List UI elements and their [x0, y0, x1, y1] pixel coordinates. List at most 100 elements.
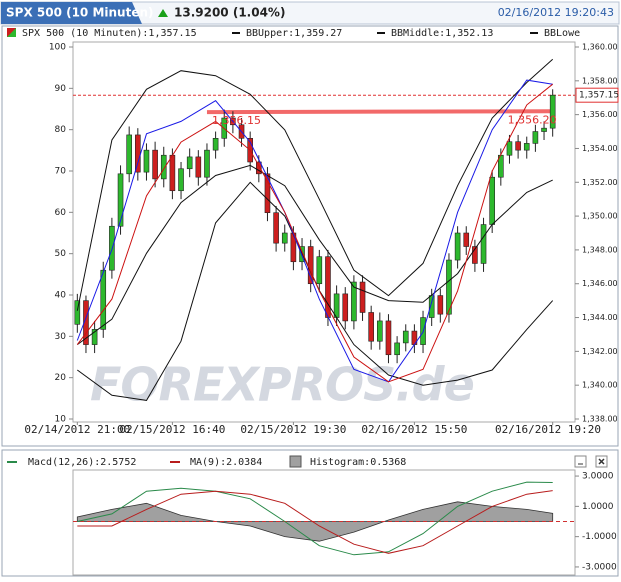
y2-tick-label: 40 — [55, 291, 67, 301]
y-tick-label: 1,356.00 — [582, 110, 618, 119]
candle-body — [264, 173, 271, 214]
candle-body — [541, 127, 547, 132]
candle-body — [402, 330, 409, 344]
trendline — [206, 109, 553, 115]
price-tag-label: 1,357.15 — [579, 91, 619, 101]
close-icon — [598, 458, 605, 465]
candle-body — [472, 246, 478, 264]
y-tick-label: 1.0000 — [582, 502, 614, 512]
y2-tick-label: 90 — [55, 84, 67, 94]
plot-frame — [72, 41, 576, 423]
legend-label: BBUpper:1,359.27 — [246, 28, 342, 39]
candle-body — [152, 149, 158, 180]
main-plot: FOREXPROS.de 1,338.00 1,340.00 1,342.00 1,34… — [24, 43, 619, 437]
candle-body — [195, 156, 202, 178]
y-tick-label: -1.0000 — [582, 532, 617, 542]
y2-tick-label: 20 — [55, 373, 67, 383]
y-tick-label: 3.0000 — [582, 472, 614, 482]
candle-body — [273, 212, 279, 244]
candle-body — [178, 168, 184, 192]
minimize-button[interactable] — [574, 455, 587, 468]
legend-candle-icon — [7, 28, 16, 37]
y-tick-label: 1,346.00 — [582, 279, 618, 288]
y-tick-label: 1,340.00 — [582, 381, 618, 390]
candle-body — [91, 329, 98, 345]
candle-body — [377, 320, 383, 342]
candle-body — [212, 138, 219, 151]
candle-body — [160, 154, 167, 180]
candle-body — [100, 269, 107, 330]
y-tick-label: 1,350.00 — [582, 212, 618, 221]
y-tick-label: 1,354.00 — [582, 144, 618, 153]
x-tick-label: 02/16/2012 19:20 — [495, 423, 601, 436]
header-title: SPX 500 (10 Minuten) — [6, 6, 154, 20]
y-tick-label: 1,348.00 — [582, 245, 618, 254]
oscillator-line — [76, 79, 553, 383]
candle-body — [169, 154, 176, 192]
x-tick-label: 02/15/2012 19:30 — [240, 423, 346, 436]
candle-body — [281, 232, 288, 244]
y2-tick-label: 60 — [55, 208, 67, 218]
candle-body — [359, 281, 366, 313]
y-tick-label: 1,342.00 — [582, 347, 618, 356]
y-tick-label: 1,338.00 — [582, 415, 618, 424]
legend-label: Histogram:0.5368 — [310, 457, 406, 468]
candle-body — [385, 320, 392, 356]
oscillator-line — [76, 83, 554, 383]
trendline-label: 1,356.15 — [212, 114, 261, 127]
candle-body — [437, 295, 444, 315]
y2-tick-label: 70 — [55, 167, 67, 177]
candle-body — [342, 293, 349, 322]
candle-body — [74, 300, 81, 325]
legend-swatch — [289, 455, 302, 468]
up-arrow — [158, 9, 168, 17]
candle-body — [549, 94, 556, 129]
candle-body — [446, 259, 452, 315]
legend-label: SPX 500 (10 Minuten):1,357.15 — [22, 28, 197, 39]
indicator-frame — [72, 469, 576, 576]
band-line — [76, 58, 554, 311]
y2-tick-label: 100 — [49, 43, 66, 53]
candle-body — [256, 161, 262, 175]
band-line — [77, 164, 553, 346]
x-tick-label: 02/14/2012 21:00 — [24, 423, 130, 436]
y2-tick-label: 30 — [55, 332, 67, 342]
x-tick-label: 02/15/2012 16:40 — [119, 423, 225, 436]
header-tab — [1, 2, 142, 24]
candle-body — [454, 232, 461, 261]
y-tick-label: 1,360.00 — [582, 43, 618, 52]
candle-body — [506, 141, 513, 156]
candle-body — [515, 141, 521, 151]
watermark: FOREXPROS.de — [90, 358, 474, 412]
candle-body — [480, 224, 487, 264]
candle-body — [83, 300, 89, 345]
trendline-label: 1,356.20 — [508, 113, 557, 126]
y2-tick-label: 10 — [55, 415, 67, 425]
y-tick-label: 1,358.00 — [582, 76, 618, 85]
header-change: 13.9200 (1.04%) — [174, 6, 285, 20]
indicator-line — [77, 490, 553, 554]
candle-body — [143, 149, 150, 173]
legend-label: Macd(12,26):2.5752 — [28, 457, 136, 468]
y-tick-label: 1,344.00 — [582, 313, 618, 322]
legend-label: BBMiddle:1,352.13 — [391, 28, 493, 39]
price-tag — [575, 87, 619, 103]
x-tick-label: 02/16/2012 15:50 — [361, 423, 467, 436]
legend-label: BBLowe — [544, 28, 580, 39]
candle-body — [135, 134, 141, 173]
candle-body — [117, 173, 124, 227]
indicator-line — [77, 481, 553, 556]
legend-label: MA(9):2.0384 — [190, 457, 262, 468]
candle-body — [463, 232, 470, 247]
candle-body — [368, 312, 374, 342]
candle-body — [204, 149, 210, 178]
candle-body — [351, 281, 357, 322]
indicator-plot: 3.0000 1.0000 -1.0000 -3.0000 — [73, 472, 617, 572]
candle-body — [186, 156, 193, 170]
candle-body — [126, 134, 132, 175]
candle-body — [523, 143, 530, 151]
main-panel — [1, 25, 619, 447]
candle-body — [316, 256, 323, 285]
